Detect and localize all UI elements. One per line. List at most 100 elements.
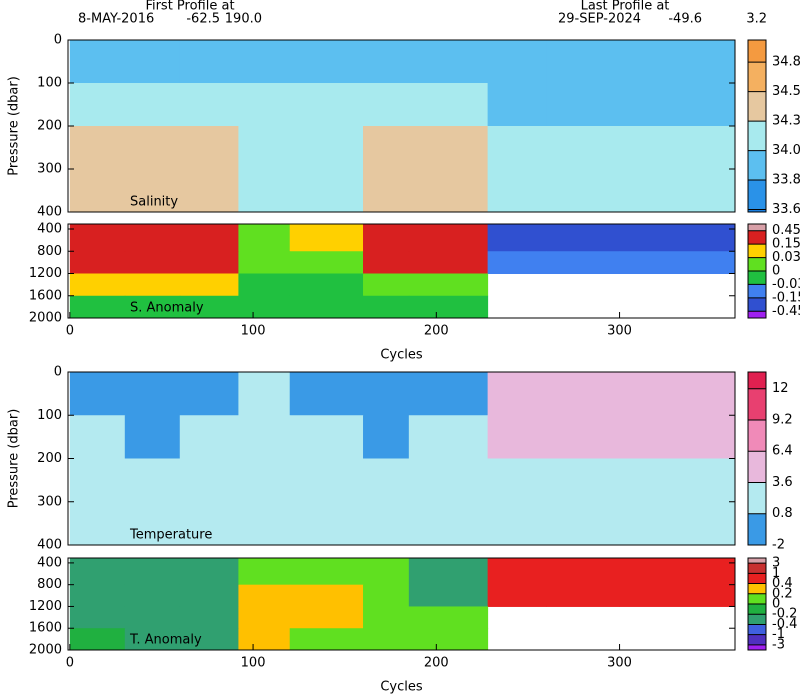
x-tick-label: 300 — [607, 656, 632, 671]
heatmap-cell — [238, 558, 291, 586]
heatmap-cell — [546, 83, 621, 127]
heatmap-cell — [69, 40, 126, 84]
heatmap-cell — [487, 584, 547, 607]
y-tick-label: 800 — [37, 577, 62, 592]
y-tick-label: 2000 — [29, 311, 62, 326]
colorbar-label: 3.6 — [772, 475, 793, 490]
heatmap-cell — [408, 224, 489, 252]
heatmap-cell — [546, 458, 621, 503]
colorbar-segment — [748, 230, 766, 245]
heatmap-cell — [408, 251, 489, 275]
colorbar-label: 0.8 — [772, 506, 793, 521]
colorbar-segment — [748, 209, 766, 212]
colorbar-segment — [748, 634, 766, 645]
heatmap-cell — [363, 415, 410, 459]
heatmap-cell — [546, 558, 621, 586]
heatmap-cell — [69, 558, 126, 586]
last-lon: 3.2 — [746, 12, 767, 27]
x-tick-label: 0 — [66, 656, 74, 671]
heatmap-cell — [363, 251, 410, 275]
colorbar-segment — [748, 513, 766, 545]
plot-frame — [67, 557, 736, 651]
y-tick-label: 300 — [37, 494, 62, 509]
y-tick-label: 200 — [37, 119, 62, 134]
colorbar-label: 1 — [772, 566, 780, 581]
heatmap-cell — [619, 372, 736, 416]
x-tick-label: 200 — [424, 656, 449, 671]
heatmap-cell — [289, 126, 364, 170]
colorbar-label: 34.08 — [772, 143, 800, 158]
colorbar-label: -1 — [772, 627, 785, 642]
heatmap-cell — [408, 606, 489, 629]
heatmap-cell — [179, 628, 239, 651]
heatmap-cell — [124, 501, 181, 546]
heatmap-cell — [238, 126, 291, 170]
heatmap-cell — [546, 169, 621, 213]
first-lat: -62.5 — [186, 12, 220, 27]
heatmap-cell — [546, 224, 621, 252]
y-tick-label: 0 — [54, 33, 62, 48]
heatmap-cell — [124, 295, 181, 319]
x-tick-label: 300 — [607, 324, 632, 339]
heatmap-cell — [289, 584, 364, 607]
colorbar-segment — [748, 388, 766, 420]
y-tick-label: 400 — [37, 555, 62, 570]
heatmap-cell — [487, 372, 547, 416]
heatmap-cell — [179, 169, 239, 213]
y-tick-label: 0 — [54, 365, 62, 380]
y-tick-label: 200 — [37, 451, 62, 466]
heatmap-cell — [289, 458, 364, 503]
heatmap-cell — [619, 501, 736, 546]
colorbar-label: 0 — [772, 264, 780, 279]
first-lon: 190.0 — [225, 12, 262, 27]
heatmap-cell — [408, 415, 489, 459]
colorbar-segment — [748, 372, 766, 389]
heatmap-cell — [124, 251, 181, 275]
heatmap-cell — [179, 251, 239, 275]
colorbar-segment — [748, 91, 766, 122]
heatmap-cell — [124, 83, 181, 127]
heatmap-cell — [289, 251, 364, 275]
heatmap-cell — [179, 501, 239, 546]
heatmap-cell — [124, 126, 181, 170]
first-date: 8-MAY-2016 — [78, 12, 154, 27]
heatmap-cell — [408, 372, 489, 416]
y-tick-label: 400 — [37, 538, 62, 553]
heatmap-cell — [289, 415, 364, 459]
heatmap-cell — [619, 558, 736, 586]
colorbar-frame — [747, 39, 767, 213]
heatmap-cell — [619, 126, 736, 170]
colorbar-segment — [748, 451, 766, 483]
heatmap-cell — [179, 83, 239, 127]
heatmap-cell — [487, 224, 547, 252]
heatmap-cell — [289, 295, 364, 319]
x-axis-label: Cycles — [380, 348, 423, 363]
heatmap-cell — [238, 251, 291, 275]
heatmap-cell — [546, 584, 621, 607]
heatmap-cell — [69, 584, 126, 607]
colorbar-segment — [748, 284, 766, 298]
heatmap-cell — [69, 415, 126, 459]
heatmap-cell — [289, 501, 364, 546]
heatmap-cell — [487, 251, 547, 275]
heatmap-cell — [238, 501, 291, 546]
heatmap-cell — [179, 40, 239, 84]
heatmap-cell — [179, 295, 239, 319]
y-tick-label: 1600 — [29, 288, 62, 303]
heatmap-cell — [363, 126, 410, 170]
heatmap-cell — [124, 606, 181, 629]
colorbar-segment — [748, 614, 766, 625]
colorbar-frame — [747, 223, 767, 319]
heatmap-cell — [363, 169, 410, 213]
heatmap-cell — [69, 83, 126, 127]
heatmap-cell — [289, 372, 364, 416]
colorbar-segment — [748, 604, 766, 615]
y-tick-label: 1600 — [29, 621, 62, 636]
x-tick-label: 0 — [66, 324, 74, 339]
first-title: First Profile at — [145, 0, 234, 14]
heatmap-cell — [179, 126, 239, 170]
heatmap-cell — [124, 169, 181, 213]
heatmap-cell — [69, 251, 126, 275]
heatmap-cell — [69, 295, 126, 319]
x-axis-label: Cycles — [380, 680, 423, 695]
